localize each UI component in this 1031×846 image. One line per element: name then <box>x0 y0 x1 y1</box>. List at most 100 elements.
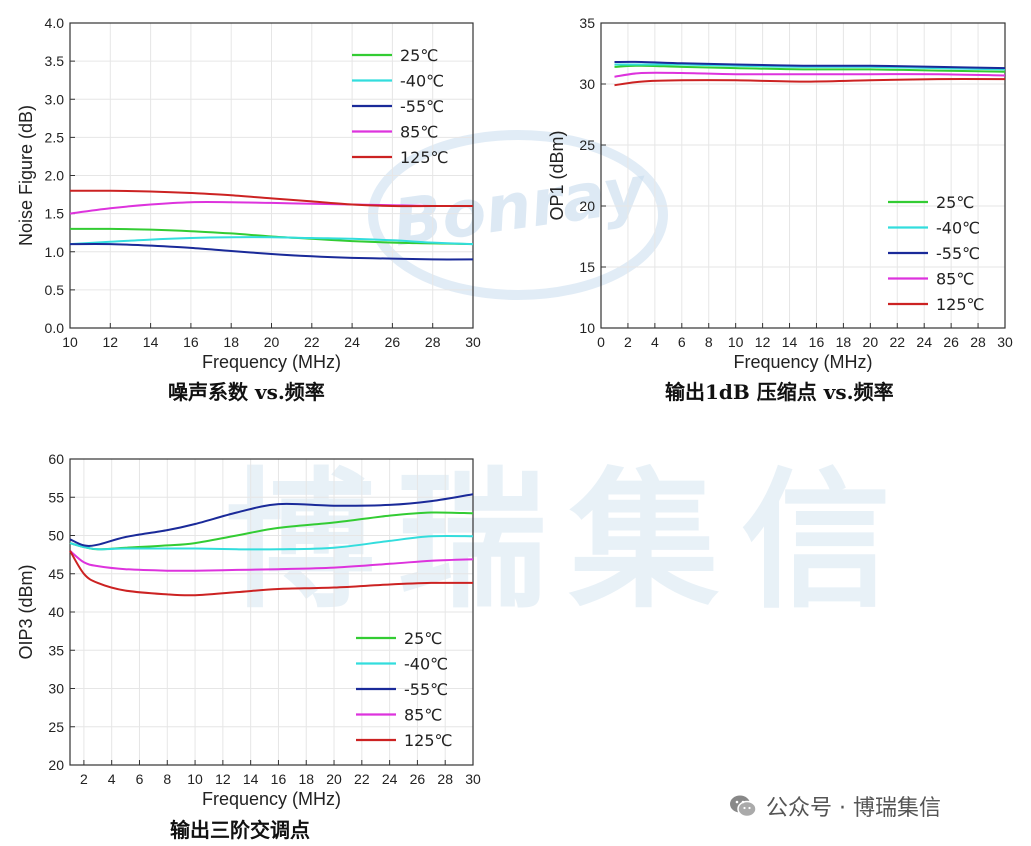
x-tick-label: 26 <box>943 334 959 350</box>
y-tick-label: 1.0 <box>45 244 65 260</box>
x-tick-label: 2 <box>80 771 88 787</box>
x-tick-label: 10 <box>728 334 744 350</box>
series-line-125℃ <box>614 78 1006 87</box>
legend-label: 25℃ <box>404 629 442 648</box>
x-tick-label: 16 <box>183 334 199 350</box>
x-tick-label: 20 <box>326 771 342 787</box>
y-tick-label: 25 <box>48 719 64 735</box>
y-tick-label: 2.5 <box>45 129 65 145</box>
x-tick-label: 12 <box>103 334 119 350</box>
series-line-25℃ <box>69 511 474 551</box>
y-tick-label: 0.0 <box>45 320 65 336</box>
x-tick-label: 18 <box>298 771 314 787</box>
series-line-25℃ <box>614 64 1006 73</box>
x-tick-label: 22 <box>304 334 320 350</box>
x-axis-label: Frequency (MHz) <box>733 352 872 372</box>
x-tick-label: 28 <box>437 771 453 787</box>
y-tick-label: 40 <box>48 604 64 620</box>
y-tick-label: 35 <box>579 15 595 31</box>
y-tick-label: 35 <box>48 642 64 658</box>
oip3-caption: 输出三阶交调点 <box>170 818 310 842</box>
x-tick-label: 18 <box>836 334 852 350</box>
x-tick-label: 6 <box>136 771 144 787</box>
legend-label: 125℃ <box>936 295 985 314</box>
x-tick-label: 20 <box>863 334 879 350</box>
legend-label: -40℃ <box>936 219 980 238</box>
series-line-85℃ <box>69 550 474 572</box>
watermark-logo-text: Bonray <box>389 153 652 262</box>
y-tick-label: 30 <box>579 76 595 92</box>
x-tick-label: 14 <box>143 334 159 350</box>
y-tick-label: 3.5 <box>45 53 65 69</box>
op1-caption: 输出1dB 压缩点 vs.频率 <box>665 380 894 404</box>
y-tick-label: 15 <box>579 259 595 275</box>
y-tick-label: 30 <box>48 681 64 697</box>
y-tick-label: 0.5 <box>45 282 65 298</box>
series-line--40℃ <box>69 534 474 551</box>
x-tick-label: 10 <box>62 334 78 350</box>
x-tick-label: 12 <box>215 771 231 787</box>
y-tick-label: 2.0 <box>45 168 65 184</box>
x-tick-label: 26 <box>410 771 426 787</box>
legend-label: -55℃ <box>936 244 980 263</box>
legend-label: 125℃ <box>404 731 453 750</box>
series-line-85℃ <box>614 71 1006 78</box>
x-tick-label: 24 <box>916 334 932 350</box>
wechat-footer: 公众号 · 博瑞集信 <box>728 790 941 822</box>
x-tick-label: 22 <box>354 771 370 787</box>
x-tick-label: 24 <box>344 334 360 350</box>
y-tick-label: 10 <box>579 320 595 336</box>
op1-chart: 0 2 4 6 8 10 12 14 16 18 20 22 24 26 28 30101520253035F… <box>547 15 1013 372</box>
watermark-chinese: 博瑞集信 <box>225 455 914 629</box>
x-tick-label: 20 <box>264 334 280 350</box>
y-tick-label: 1.5 <box>45 206 65 222</box>
series-line--55℃ <box>69 493 474 547</box>
x-tick-label: 28 <box>425 334 441 350</box>
x-tick-label: 0 <box>597 334 605 350</box>
series-line--40℃ <box>614 63 1006 71</box>
legend-label: 125℃ <box>400 148 449 167</box>
series-line--55℃ <box>69 243 474 261</box>
legend-label: 25℃ <box>400 46 438 65</box>
x-tick-label: 26 <box>385 334 401 350</box>
x-tick-label: 24 <box>382 771 398 787</box>
x-tick-label: 16 <box>809 334 825 350</box>
x-tick-label: 22 <box>889 334 905 350</box>
y-axis-label: Noise Figure (dB) <box>16 105 36 246</box>
x-tick-label: 28 <box>970 334 986 350</box>
y-tick-label: 60 <box>48 451 64 467</box>
y-tick-label: 25 <box>579 137 595 153</box>
footer-text: 公众号 · 博瑞集信 <box>766 796 941 821</box>
wechat-icon <box>730 795 757 818</box>
legend-label: 25℃ <box>936 193 974 212</box>
legend-label: -40℃ <box>400 72 444 91</box>
x-tick-label: 6 <box>678 334 686 350</box>
x-tick-label: 14 <box>243 771 259 787</box>
x-tick-label: 18 <box>223 334 239 350</box>
y-tick-label: 20 <box>579 198 595 214</box>
series-line-125℃ <box>69 550 474 597</box>
x-tick-label: 4 <box>651 334 659 350</box>
x-tick-label: 30 <box>465 334 481 350</box>
legend-label: -55℃ <box>404 680 448 699</box>
legend-label: 85℃ <box>936 270 974 289</box>
x-tick-label: 16 <box>271 771 287 787</box>
series-line--55℃ <box>614 60 1006 70</box>
x-tick-label: 30 <box>465 771 481 787</box>
y-tick-label: 4.0 <box>45 15 65 31</box>
x-tick-label: 30 <box>997 334 1013 350</box>
x-tick-label: 10 <box>187 771 203 787</box>
x-axis-label: Frequency (MHz) <box>202 352 341 372</box>
y-tick-label: 45 <box>48 566 64 582</box>
y-tick-label: 3.0 <box>45 91 65 107</box>
x-tick-label: 4 <box>108 771 116 787</box>
x-tick-label: 2 <box>624 334 632 350</box>
x-tick-label: 8 <box>705 334 713 350</box>
legend-label: -40℃ <box>404 655 448 674</box>
plot-frame <box>600 22 1006 329</box>
noise-figure-chart: 10 12 14 16 18 20 22 24 26 28 30 0.0 0.5 1.0 1.5 2.0 2.5… <box>16 15 481 372</box>
y-axis-label: OP1 (dBm) <box>547 130 567 220</box>
y-tick-label: 55 <box>48 489 64 505</box>
legend-label: -55℃ <box>400 97 444 116</box>
